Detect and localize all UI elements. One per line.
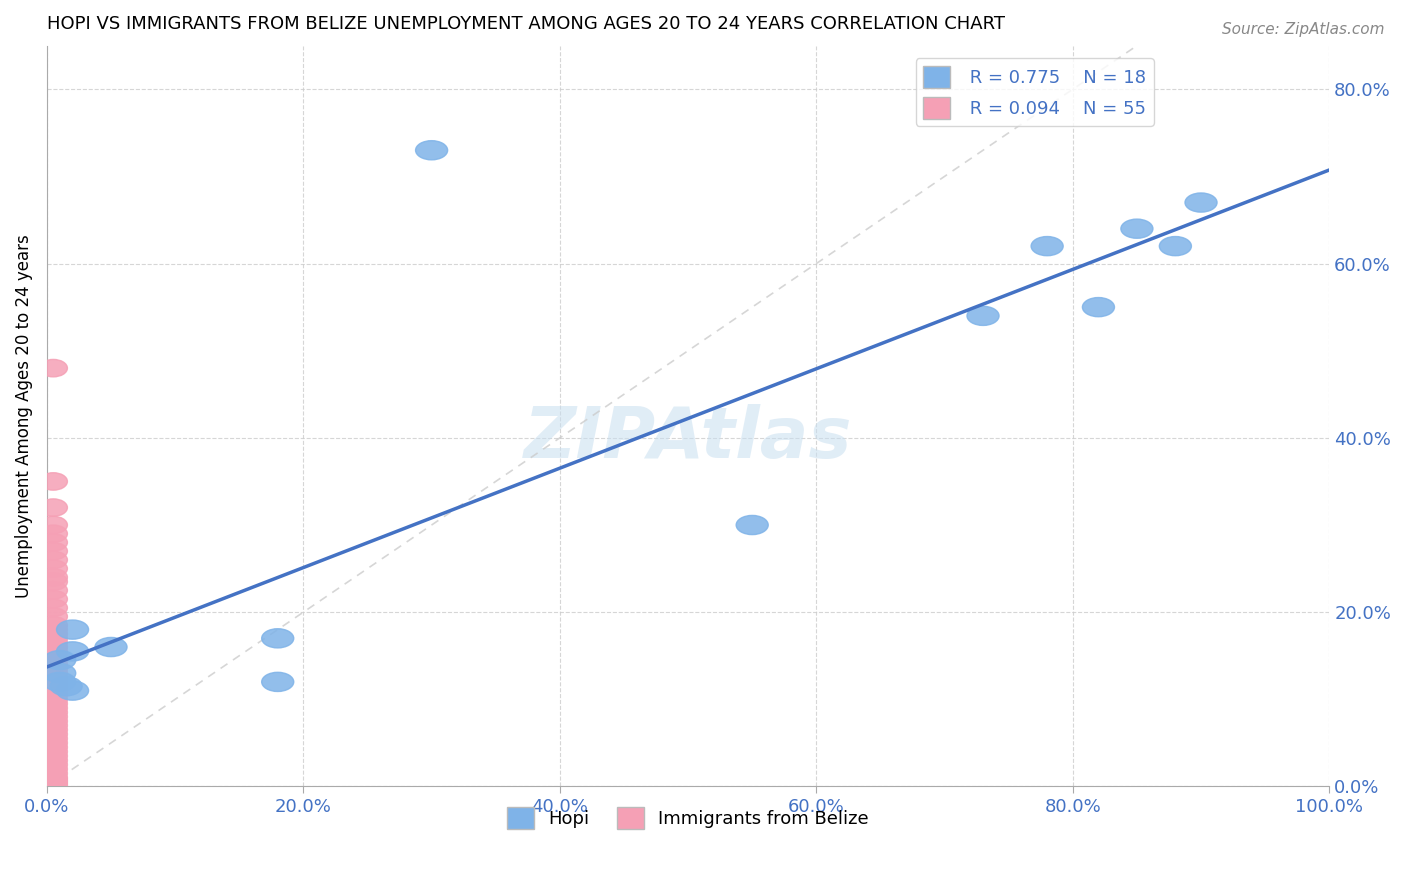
Ellipse shape <box>39 607 67 625</box>
Ellipse shape <box>39 739 67 756</box>
Ellipse shape <box>39 764 67 782</box>
Ellipse shape <box>39 551 67 568</box>
Ellipse shape <box>39 582 67 599</box>
Ellipse shape <box>39 621 67 639</box>
Ellipse shape <box>39 616 67 634</box>
Ellipse shape <box>39 756 67 773</box>
Ellipse shape <box>39 642 67 660</box>
Ellipse shape <box>39 769 67 787</box>
Ellipse shape <box>51 677 82 696</box>
Ellipse shape <box>39 516 67 533</box>
Text: HOPI VS IMMIGRANTS FROM BELIZE UNEMPLOYMENT AMONG AGES 20 TO 24 YEARS CORRELATIO: HOPI VS IMMIGRANTS FROM BELIZE UNEMPLOYM… <box>46 15 1005 33</box>
Ellipse shape <box>39 533 67 551</box>
Ellipse shape <box>1185 193 1218 212</box>
Ellipse shape <box>56 620 89 640</box>
Ellipse shape <box>39 699 67 717</box>
Ellipse shape <box>39 695 67 713</box>
Ellipse shape <box>39 359 67 376</box>
Ellipse shape <box>262 673 294 691</box>
Ellipse shape <box>39 499 67 516</box>
Ellipse shape <box>39 747 67 764</box>
Ellipse shape <box>416 141 447 160</box>
Ellipse shape <box>39 568 67 586</box>
Ellipse shape <box>39 669 67 686</box>
Ellipse shape <box>39 647 67 665</box>
Ellipse shape <box>39 686 67 704</box>
Ellipse shape <box>262 629 294 648</box>
Ellipse shape <box>39 771 67 789</box>
Ellipse shape <box>39 681 67 699</box>
Ellipse shape <box>39 704 67 721</box>
Legend: Hopi, Immigrants from Belize: Hopi, Immigrants from Belize <box>501 800 876 837</box>
Ellipse shape <box>39 673 67 690</box>
Ellipse shape <box>39 651 67 669</box>
Ellipse shape <box>39 625 67 642</box>
Ellipse shape <box>39 634 67 651</box>
Ellipse shape <box>39 730 67 747</box>
Ellipse shape <box>44 664 76 682</box>
Ellipse shape <box>39 560 67 577</box>
Ellipse shape <box>39 599 67 616</box>
Ellipse shape <box>39 713 67 730</box>
Ellipse shape <box>737 516 768 534</box>
Ellipse shape <box>1031 236 1063 256</box>
Ellipse shape <box>39 725 67 743</box>
Ellipse shape <box>967 306 1000 326</box>
Ellipse shape <box>39 656 67 673</box>
Ellipse shape <box>39 752 67 769</box>
Ellipse shape <box>39 708 67 725</box>
Ellipse shape <box>44 673 76 691</box>
Ellipse shape <box>39 542 67 560</box>
Ellipse shape <box>39 772 67 790</box>
Ellipse shape <box>39 573 67 591</box>
Ellipse shape <box>96 638 127 657</box>
Ellipse shape <box>39 717 67 734</box>
Ellipse shape <box>39 473 67 491</box>
Ellipse shape <box>39 743 67 760</box>
Ellipse shape <box>39 776 67 794</box>
Ellipse shape <box>56 642 89 661</box>
Ellipse shape <box>39 525 67 542</box>
Y-axis label: Unemployment Among Ages 20 to 24 years: Unemployment Among Ages 20 to 24 years <box>15 235 32 598</box>
Ellipse shape <box>1083 298 1115 317</box>
Ellipse shape <box>39 639 67 656</box>
Text: ZIPAtlas: ZIPAtlas <box>524 404 852 473</box>
Ellipse shape <box>1121 219 1153 238</box>
Ellipse shape <box>39 734 67 752</box>
Ellipse shape <box>39 630 67 647</box>
Ellipse shape <box>39 665 67 681</box>
Ellipse shape <box>39 690 67 708</box>
Ellipse shape <box>56 681 89 700</box>
Ellipse shape <box>39 774 67 792</box>
Ellipse shape <box>1160 236 1191 256</box>
Ellipse shape <box>39 721 67 739</box>
Ellipse shape <box>44 650 76 670</box>
Ellipse shape <box>39 660 67 678</box>
Ellipse shape <box>39 678 67 695</box>
Ellipse shape <box>39 760 67 778</box>
Text: Source: ZipAtlas.com: Source: ZipAtlas.com <box>1222 22 1385 37</box>
Ellipse shape <box>39 591 67 607</box>
